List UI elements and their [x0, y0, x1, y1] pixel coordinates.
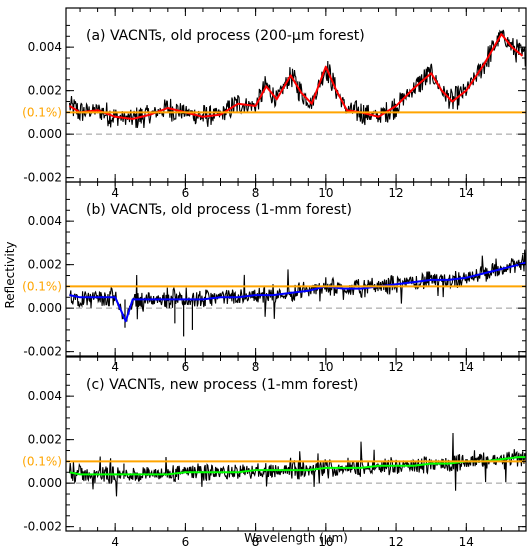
x-tick-label: 6: [182, 535, 190, 549]
x-tick-label: 4: [111, 186, 119, 200]
measured-data-line: [68, 432, 526, 497]
x-tick-label: 12: [388, 535, 403, 549]
panel-title: (c) VACNTs, new process (1-mm forest): [86, 377, 358, 393]
y-tick-label: 0.004: [28, 389, 62, 403]
y-tick-label: 0.002: [28, 84, 62, 98]
x-tick-label: 12: [388, 186, 403, 200]
y-axis-label: Reflectivity: [3, 241, 17, 308]
y-tick-label: 0.004: [28, 40, 62, 54]
chart-panel-2: (0.1%) -0.002 0.000 0.002 0.004 4 6 8 10 12 14 (b) …: [22, 181, 527, 374]
threshold-label: (0.1%): [22, 454, 62, 468]
chart-panel-3: (0.1%) -0.002 0.000 0.002 0.004 4 6 8 10 12 14 (c) …: [22, 356, 527, 549]
panel-title: (a) VACNTs, old process (200-μm forest): [86, 28, 365, 44]
x-tick-label: 8: [252, 186, 260, 200]
plot-frame: [65, 356, 527, 532]
x-tick-label: 6: [182, 360, 190, 374]
threshold-label: (0.1%): [22, 279, 62, 293]
x-axis-label: Wavelength (μm): [244, 531, 348, 545]
x-tick-label: 8: [252, 360, 260, 374]
smoothed-series-line: [69, 456, 526, 476]
chart-panel-1: (0.1%) -0.002 0.000 0.002 0.004 4 6 8 10 12 14 (a) …: [22, 7, 527, 200]
measured-data-line: [68, 29, 526, 128]
y-tick-label: 0.004: [28, 214, 62, 228]
x-tick-label: 4: [111, 360, 119, 374]
plot-frame: [65, 181, 527, 357]
y-tick-label: -0.002: [23, 171, 62, 185]
y-tick-label: 0.002: [28, 433, 62, 447]
y-tick-label: -0.002: [23, 520, 62, 534]
smoothed-series-line: [68, 33, 524, 120]
y-tick-label: -0.002: [23, 345, 62, 359]
y-tick-label: 0.000: [28, 476, 62, 490]
x-tick-label: 6: [182, 186, 190, 200]
x-tick-label: 10: [318, 535, 333, 549]
y-tick-label: 0.000: [28, 127, 62, 141]
x-tick-label: 14: [459, 360, 474, 374]
x-tick-label: 4: [111, 535, 119, 549]
x-tick-label: 8: [252, 535, 260, 549]
y-tick-label: 0.002: [28, 258, 62, 272]
x-tick-label: 10: [318, 360, 333, 374]
y-tick-label: 0.000: [28, 301, 62, 315]
panel-title: (b) VACNTs, old process (1-mm forest): [86, 202, 352, 218]
threshold-label: (0.1%): [22, 105, 62, 119]
x-tick-label: 14: [459, 535, 474, 549]
x-tick-label: 12: [388, 360, 403, 374]
x-tick-label: 14: [459, 186, 474, 200]
x-tick-label: 10: [318, 186, 333, 200]
